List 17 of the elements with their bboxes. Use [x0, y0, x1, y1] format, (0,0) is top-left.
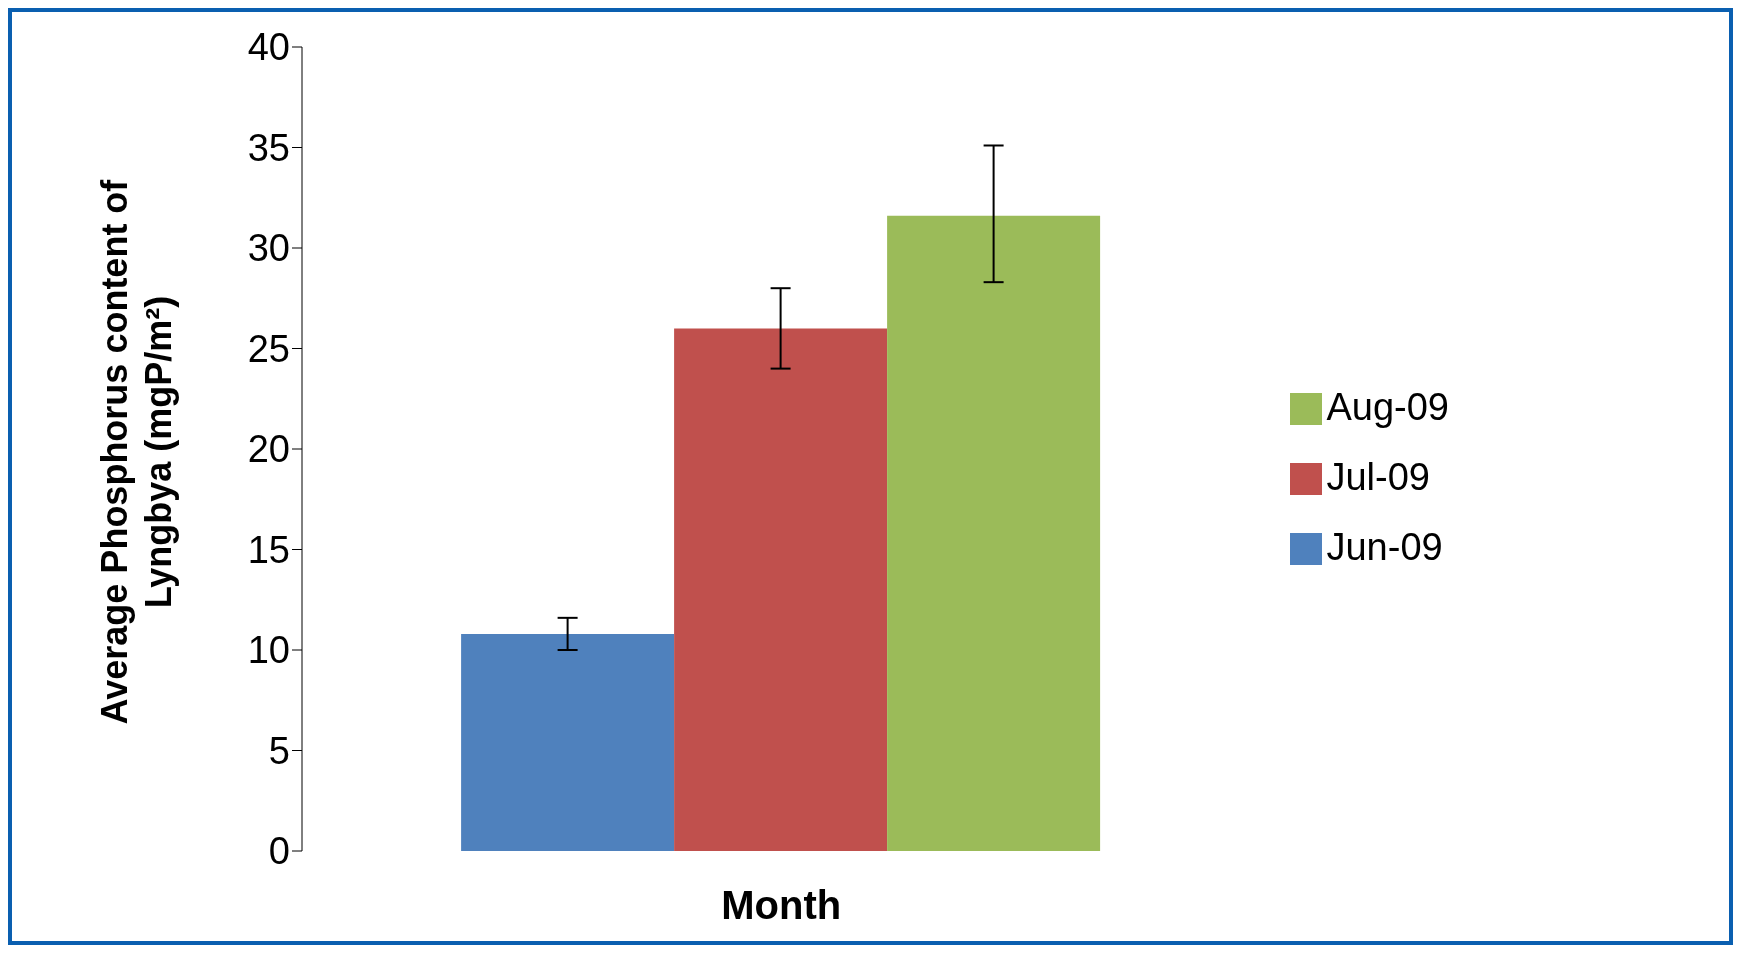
y-axis-title: Average Phosphorus content of Lyngbya (mgP/m²) [93, 178, 180, 727]
legend-label: Aug-09 [1326, 385, 1449, 428]
y-tick-label: 35 [247, 126, 290, 169]
x-axis-title: Month [721, 883, 842, 927]
y-tick-label: 5 [268, 729, 290, 772]
y-tick-label: 25 [247, 327, 290, 370]
y-tick-label: 0 [268, 830, 290, 873]
y-tick-label: 15 [247, 528, 290, 571]
bar [674, 328, 888, 851]
y-tick-label: 10 [247, 629, 290, 672]
bar [887, 215, 1101, 851]
bar [461, 633, 675, 851]
legend-label: Jul-09 [1326, 455, 1430, 498]
y-tick-label: 20 [247, 428, 290, 471]
y-tick-label: 40 [247, 26, 290, 69]
legend-label: Jun-09 [1326, 525, 1443, 568]
y-tick-label: 30 [247, 227, 290, 270]
